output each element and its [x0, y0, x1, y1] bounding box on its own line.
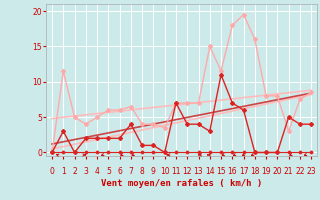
X-axis label: Vent moyen/en rafales ( km/h ): Vent moyen/en rafales ( km/h ): [101, 179, 262, 188]
